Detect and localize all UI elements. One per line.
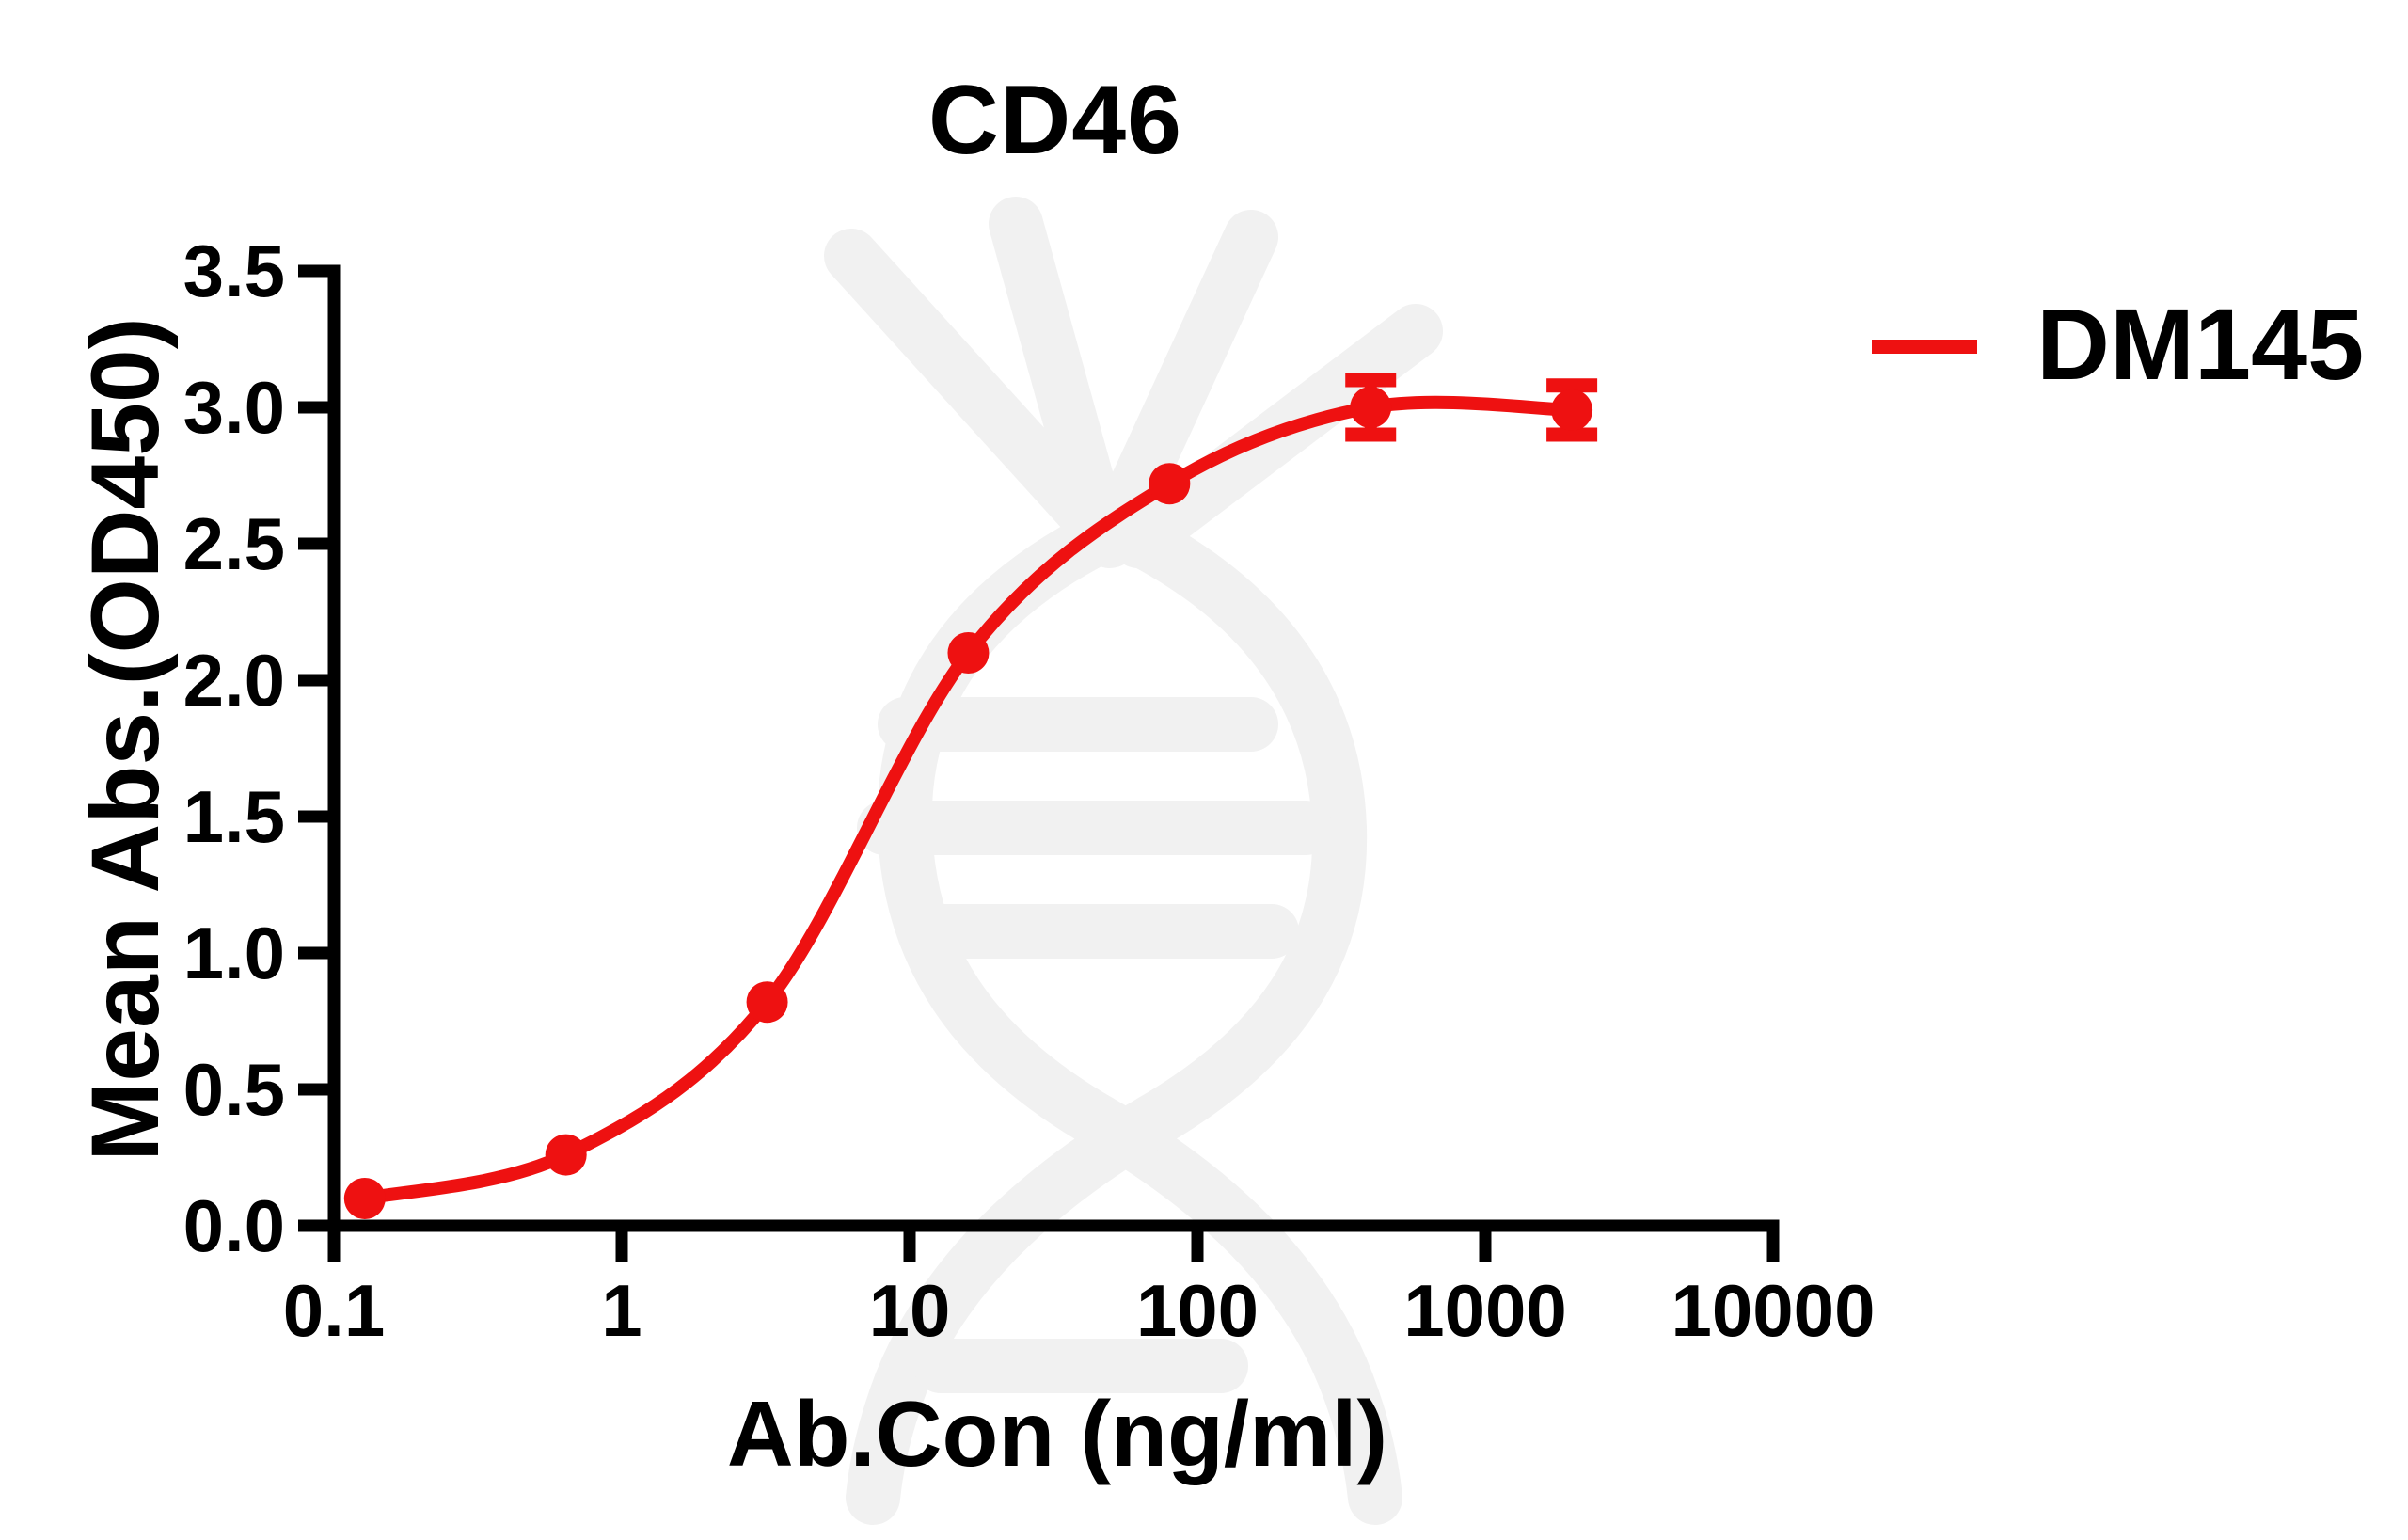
x-tick-label: 10 <box>869 1269 951 1352</box>
y-tick-label: 1.0 <box>183 912 285 994</box>
chart-title: CD46 <box>928 66 1182 175</box>
y-tick-label: 3.0 <box>183 366 285 449</box>
data-point <box>1551 389 1593 431</box>
watermark-ray <box>1097 210 1278 540</box>
data-point <box>1149 463 1191 505</box>
x-tick-label: 10000 <box>1671 1269 1876 1352</box>
watermark-strand-right <box>846 1094 1180 1525</box>
axes: 0.0 0.5 1.0 1.5 2.0 2.5 3.0 3.5 0.1 1 10 100 1000 100… <box>183 230 1876 1352</box>
legend-series-label: DM145 <box>2036 287 2365 401</box>
watermark-strand-right <box>1098 504 1368 1149</box>
series <box>343 373 1598 1219</box>
x-axis-title: Ab.Con (ng/ml) <box>726 1382 1388 1485</box>
data-point <box>545 1134 587 1176</box>
y-tick-label: 2.0 <box>183 639 285 722</box>
watermark-ray <box>989 197 1123 540</box>
data-point <box>947 632 990 674</box>
data-point <box>1350 387 1392 428</box>
watermark-dna-logo <box>824 197 1443 1525</box>
y-axis-title: Mean Abs.(OD450) <box>71 317 179 1162</box>
x-tick-label: 1 <box>601 1269 642 1352</box>
legend-line-swatch <box>1872 340 1977 354</box>
x-tick-label: 1000 <box>1403 1269 1567 1352</box>
y-tick-label: 2.5 <box>183 502 285 585</box>
y-tick-label: 0.0 <box>183 1184 285 1267</box>
y-tick-label: 3.5 <box>183 230 285 312</box>
dose-response-curve <box>357 395 1579 1205</box>
data-point <box>746 981 788 1024</box>
watermark-strand-left <box>1071 1094 1402 1525</box>
data-point <box>343 1178 386 1219</box>
x-tick-label: 100 <box>1136 1269 1259 1352</box>
y-tick-label: 1.5 <box>183 775 285 858</box>
y-tick-label: 0.5 <box>183 1048 285 1131</box>
x-tick-label: 0.1 <box>283 1269 385 1352</box>
